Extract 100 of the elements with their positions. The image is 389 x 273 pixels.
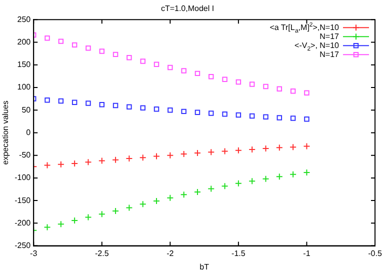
point bbox=[290, 88, 296, 94]
point bbox=[248, 146, 256, 153]
point bbox=[168, 107, 173, 113]
point bbox=[194, 150, 201, 157]
y-tick-label: -200 bbox=[14, 218, 32, 228]
point bbox=[263, 114, 268, 120]
y-tick-label: -100 bbox=[14, 173, 32, 182]
y-tick-label: -150 bbox=[14, 196, 32, 205]
y-tick-label: 0 bbox=[26, 128, 32, 137]
x-tick-label: -3 bbox=[30, 248, 38, 258]
point bbox=[71, 216, 78, 224]
point bbox=[194, 110, 200, 115]
point bbox=[276, 144, 283, 152]
x-tick-label: -2.5 bbox=[94, 248, 110, 258]
y-tick-label: 250 bbox=[17, 14, 32, 24]
point bbox=[181, 108, 186, 114]
point bbox=[181, 68, 186, 74]
point bbox=[99, 102, 105, 108]
legend-label: N=17 bbox=[320, 32, 340, 41]
point bbox=[222, 112, 228, 117]
point bbox=[248, 178, 256, 185]
point bbox=[222, 76, 228, 82]
point bbox=[99, 48, 105, 54]
point bbox=[208, 148, 215, 156]
x-tick-label: -2 bbox=[166, 248, 174, 258]
point bbox=[112, 156, 120, 164]
point bbox=[194, 70, 200, 76]
point bbox=[126, 104, 132, 110]
point bbox=[234, 180, 242, 187]
point bbox=[168, 64, 173, 70]
x-axis-title: bT bbox=[200, 262, 210, 272]
point bbox=[71, 160, 78, 167]
point bbox=[44, 224, 51, 231]
point bbox=[234, 146, 242, 154]
y-tick-label: 200 bbox=[17, 37, 32, 46]
point bbox=[236, 79, 242, 85]
point bbox=[112, 52, 118, 58]
point bbox=[290, 116, 296, 121]
point bbox=[208, 185, 215, 192]
x-tick-label: -1.5 bbox=[232, 248, 246, 258]
point bbox=[140, 58, 146, 64]
point bbox=[180, 150, 188, 158]
point bbox=[276, 173, 283, 180]
x-tick-label: -0.5 bbox=[368, 248, 382, 258]
y-tick-label: -50 bbox=[19, 150, 32, 160]
point bbox=[44, 36, 50, 41]
point bbox=[208, 110, 214, 116]
point bbox=[208, 74, 214, 80]
point bbox=[262, 175, 270, 182]
point bbox=[194, 188, 201, 196]
y-tick-label: 100 bbox=[17, 82, 32, 92]
point bbox=[84, 214, 92, 221]
point bbox=[249, 113, 255, 119]
point bbox=[153, 198, 160, 205]
point bbox=[303, 169, 310, 176]
point bbox=[166, 194, 174, 202]
point bbox=[154, 62, 160, 68]
y-tick-label: 50 bbox=[22, 105, 32, 114]
point bbox=[166, 152, 174, 159]
point bbox=[84, 158, 92, 166]
point bbox=[221, 182, 228, 190]
point bbox=[44, 98, 50, 103]
point bbox=[262, 145, 270, 152]
point bbox=[290, 144, 297, 151]
point bbox=[276, 115, 282, 120]
point bbox=[57, 220, 64, 228]
point bbox=[72, 42, 78, 48]
point bbox=[249, 82, 255, 87]
point bbox=[139, 154, 146, 162]
point bbox=[98, 157, 106, 164]
point bbox=[126, 54, 132, 60]
point bbox=[57, 160, 64, 168]
point bbox=[86, 100, 91, 106]
point bbox=[304, 90, 310, 96]
point bbox=[290, 170, 297, 178]
point bbox=[72, 100, 78, 106]
point bbox=[303, 142, 310, 150]
point bbox=[139, 200, 146, 208]
legend-label: N=17 bbox=[320, 50, 340, 59]
point bbox=[304, 116, 310, 122]
point bbox=[263, 84, 268, 90]
point bbox=[126, 204, 133, 212]
point bbox=[44, 162, 51, 169]
point bbox=[98, 210, 106, 218]
point bbox=[140, 105, 146, 110]
point bbox=[58, 38, 64, 44]
point bbox=[112, 102, 118, 108]
y-axis-title: expecation values bbox=[1, 100, 10, 165]
point bbox=[154, 106, 160, 112]
point bbox=[153, 152, 160, 160]
point bbox=[112, 207, 120, 214]
point bbox=[126, 154, 133, 162]
point bbox=[180, 191, 188, 198]
point bbox=[221, 148, 228, 155]
point bbox=[58, 98, 64, 104]
chart-title: cT=1.0,Model I bbox=[160, 4, 214, 14]
y-tick-label: 150 bbox=[17, 60, 32, 70]
point bbox=[236, 112, 242, 118]
point bbox=[86, 45, 91, 51]
y-tick-label: -250 bbox=[14, 241, 32, 250]
